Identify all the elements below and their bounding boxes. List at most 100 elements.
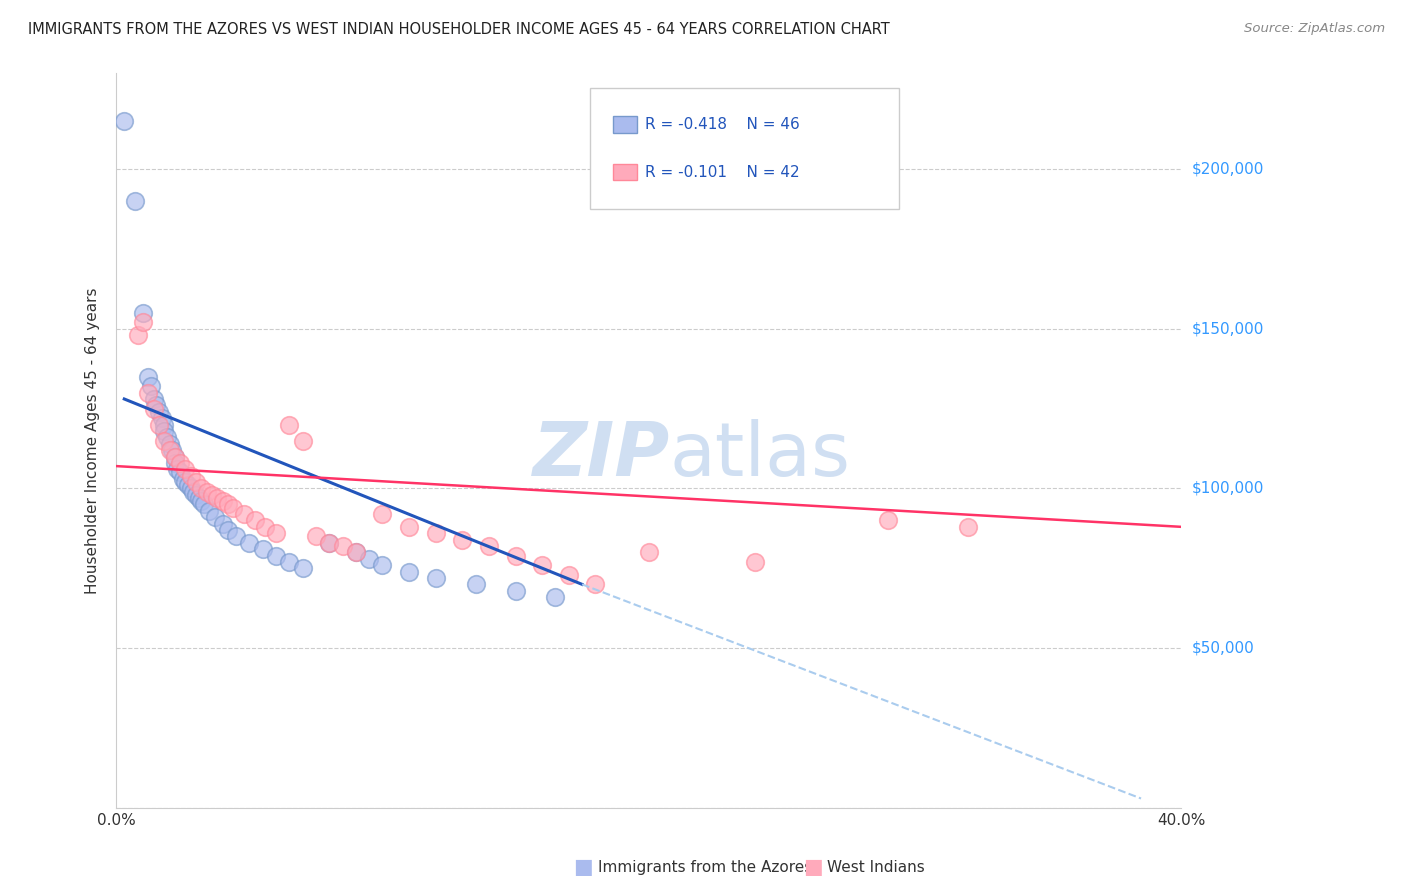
Point (398, 565, 420, 579)
Point (166, 462, 188, 476)
Point (225, 529, 247, 543)
Point (150, 411, 173, 425)
Point (233, 507, 256, 521)
Point (211, 516, 233, 531)
Point (278, 417, 301, 432)
Point (291, 434, 314, 448)
Point (344, 545, 367, 559)
Text: R = -0.418    N = 46: R = -0.418 N = 46 (645, 117, 800, 132)
Point (148, 417, 170, 432)
Text: Immigrants from the Azores: Immigrants from the Azores (598, 860, 811, 874)
Point (159, 436, 181, 450)
Point (332, 539, 354, 553)
Point (193, 498, 215, 512)
Point (505, 583, 527, 598)
Point (148, 405, 170, 419)
Point (425, 571, 447, 585)
Point (318, 536, 340, 550)
Point (531, 558, 554, 573)
Point (139, 379, 162, 393)
Text: $200,000: $200,000 (1192, 161, 1264, 177)
Text: atlas: atlas (669, 418, 851, 491)
Point (252, 542, 274, 557)
Text: $150,000: $150,000 (1192, 321, 1264, 336)
Point (163, 450, 186, 464)
Point (169, 456, 191, 470)
Point (180, 482, 202, 496)
Point (217, 523, 239, 537)
Point (243, 513, 266, 527)
Point (145, 398, 167, 412)
Text: $50,000: $50,000 (1192, 640, 1254, 656)
Point (174, 475, 197, 489)
Point (318, 536, 340, 550)
Text: ZIP: ZIP (533, 418, 669, 491)
Point (159, 443, 181, 458)
Point (190, 494, 212, 508)
Point (207, 491, 229, 505)
Point (163, 450, 186, 464)
Text: ■: ■ (803, 857, 823, 877)
Point (359, 551, 381, 566)
Point (153, 424, 176, 438)
Point (371, 558, 394, 573)
Point (217, 498, 239, 512)
Point (124, 194, 146, 208)
Point (238, 536, 260, 550)
Point (187, 491, 209, 505)
Point (153, 434, 176, 448)
Point (583, 577, 606, 591)
Point (142, 392, 165, 406)
Point (957, 520, 980, 534)
Point (464, 577, 486, 591)
Point (254, 520, 277, 534)
Point (201, 488, 224, 502)
Point (136, 369, 159, 384)
Point (177, 478, 200, 492)
Point (451, 533, 474, 547)
Point (344, 545, 367, 559)
Y-axis label: Householder Income Ages 45 - 64 years: Householder Income Ages 45 - 64 years (86, 287, 100, 594)
Point (142, 401, 165, 416)
Point (291, 561, 314, 575)
Bar (613, 164, 637, 180)
Point (172, 472, 194, 486)
Point (204, 510, 226, 524)
Point (558, 567, 581, 582)
Point (132, 315, 155, 329)
Point (195, 484, 218, 499)
Point (264, 526, 287, 541)
Point (163, 456, 186, 470)
Point (190, 482, 212, 496)
Point (371, 507, 394, 521)
Point (211, 494, 233, 508)
Text: IMMIGRANTS FROM THE AZORES VS WEST INDIAN HOUSEHOLDER INCOME AGES 45 - 64 YEARS : IMMIGRANTS FROM THE AZORES VS WEST INDIA… (28, 22, 890, 37)
Point (169, 466, 191, 480)
Point (132, 306, 155, 320)
Point (544, 590, 567, 604)
Point (160, 443, 183, 458)
Point (222, 500, 245, 515)
Point (877, 513, 900, 527)
Point (637, 545, 659, 559)
Point (264, 549, 287, 563)
Point (398, 520, 420, 534)
Text: Source: ZipAtlas.com: Source: ZipAtlas.com (1244, 22, 1385, 36)
Point (184, 488, 207, 502)
Point (183, 484, 205, 499)
Point (278, 555, 301, 569)
Point (112, 114, 135, 128)
Text: West Indians: West Indians (827, 860, 925, 874)
Point (174, 462, 197, 476)
Point (153, 417, 176, 432)
Point (156, 430, 179, 444)
Point (744, 555, 766, 569)
Bar (613, 116, 637, 133)
Text: $100,000: $100,000 (1192, 481, 1264, 496)
Point (180, 468, 202, 483)
Point (127, 328, 149, 343)
Point (136, 385, 159, 400)
Point (184, 475, 207, 489)
FancyBboxPatch shape (591, 87, 898, 209)
Text: R = -0.101    N = 42: R = -0.101 N = 42 (645, 165, 800, 179)
